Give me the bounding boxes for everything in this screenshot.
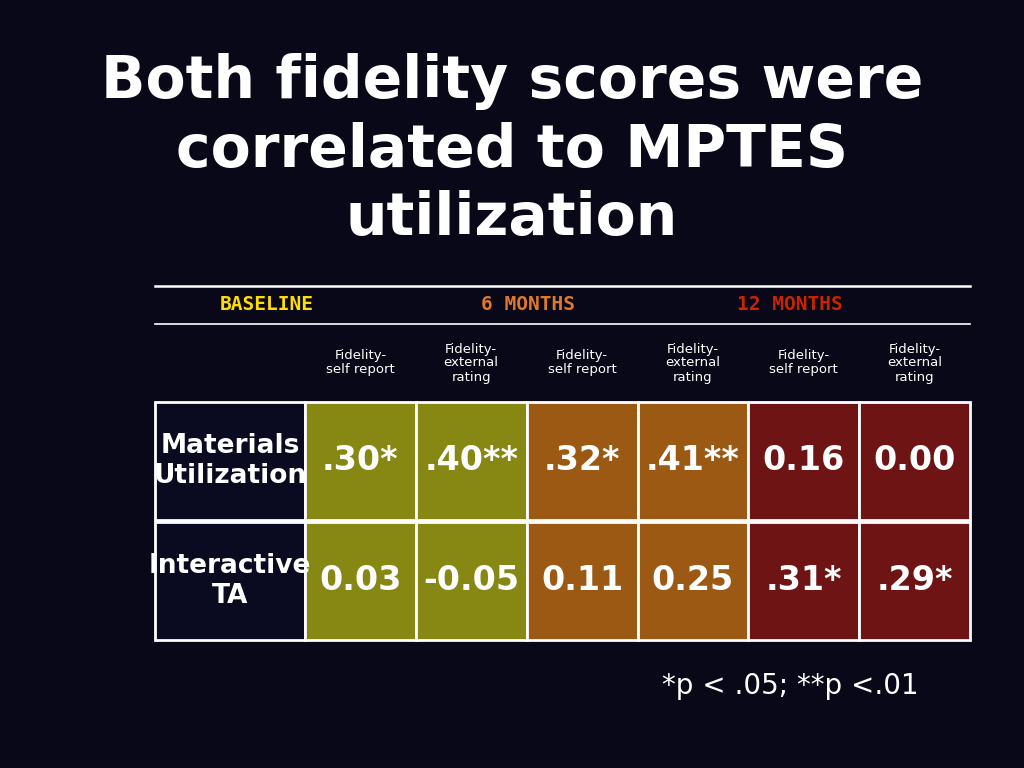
Bar [749,402,859,520]
Bar [155,402,305,520]
Text: *p < .05; **p <.01: *p < .05; **p <.01 [662,672,919,700]
Text: .31*: .31* [766,564,842,598]
Bar [638,402,749,520]
Text: 0.11: 0.11 [541,564,624,598]
Bar [526,402,638,520]
Text: Fidelity-
self report: Fidelity- self report [326,349,395,376]
Text: 0.25: 0.25 [652,564,734,598]
Text: .29*: .29* [877,564,953,598]
Text: BASELINE: BASELINE [220,296,314,315]
Text: 0.00: 0.00 [873,445,955,478]
Text: .30*: .30* [323,445,398,478]
Text: 0.03: 0.03 [319,564,401,598]
Text: Fidelity-
external
rating: Fidelity- external rating [443,343,499,383]
Bar [416,522,526,640]
Text: .32*: .32* [544,445,621,478]
Bar [155,522,305,640]
Bar [526,522,638,640]
Text: -0.05: -0.05 [423,564,519,598]
Text: 6 MONTHS: 6 MONTHS [481,296,575,315]
Bar [749,522,859,640]
Bar [638,522,749,640]
Bar [305,522,416,640]
Text: .41**: .41** [646,445,740,478]
Text: Both fidelity scores were
correlated to MPTES
utilization: Both fidelity scores were correlated to … [100,53,924,247]
Text: 12 MONTHS: 12 MONTHS [737,296,843,315]
Text: .40**: .40** [424,445,518,478]
Text: Fidelity-
external
rating: Fidelity- external rating [887,343,942,383]
Text: Fidelity-
external
rating: Fidelity- external rating [666,343,721,383]
Bar [859,402,970,520]
Text: Materials
Utilization: Materials Utilization [154,433,306,489]
Text: 0.16: 0.16 [763,445,845,478]
Bar [859,522,970,640]
Bar [416,402,526,520]
Text: Interactive
TA: Interactive TA [148,553,311,609]
Text: Fidelity-
self report: Fidelity- self report [769,349,838,376]
Text: Fidelity-
self report: Fidelity- self report [548,349,616,376]
Bar [305,402,416,520]
